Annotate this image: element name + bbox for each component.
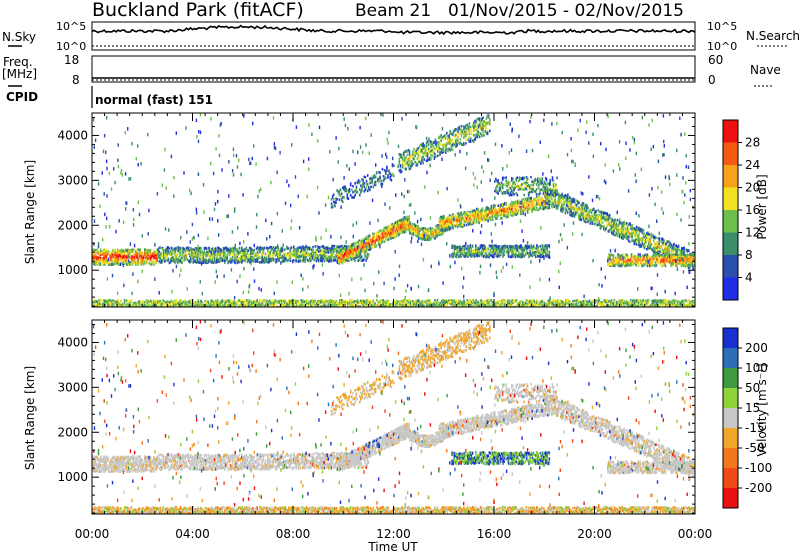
noise-search-label: N.Search xyxy=(746,29,800,43)
colorbar-swatch xyxy=(723,468,738,489)
cpid-label: CPID xyxy=(6,90,38,104)
period-label: 01/Nov/2015 - 02/Nov/2015 xyxy=(448,1,684,21)
colorbar-swatch xyxy=(723,388,738,409)
y-tick-label: 2000 xyxy=(57,425,88,439)
colorbar-tick-label: -200 xyxy=(745,481,772,495)
power-axis: 1000 2000 3000 4000 xyxy=(57,113,696,307)
y-tick-label: 3000 xyxy=(57,380,88,394)
time-axis-title: Time UT xyxy=(367,540,418,554)
colorbar-swatch xyxy=(723,348,738,369)
x-tick-label: 16:00 xyxy=(477,527,512,541)
colorbar-tick-label: -50 xyxy=(745,441,765,455)
power-ylabel: Slant Range [km] xyxy=(23,160,37,264)
velocity-ylabel: Slant Range [km] xyxy=(23,366,37,470)
colorbar-swatch xyxy=(723,408,738,429)
colorbar-tick-label: -100 xyxy=(745,461,772,475)
y-tick-label: 4000 xyxy=(57,335,88,349)
x-tick-label: 00:00 xyxy=(678,527,713,541)
time-axis-labels: 00:00 04:00 08:00 12:00 16:00 20:00 00:00 xyxy=(75,527,713,541)
noise-left-tick-top: 10^5 xyxy=(56,20,86,33)
colorbar-tick-label: 12 xyxy=(745,226,760,240)
colorbar-tick-label: -15 xyxy=(745,421,765,435)
power-panel: 1000 2000 3000 4000 Slant Range [km] xyxy=(23,112,696,308)
colorbar-swatch xyxy=(723,428,738,449)
colorbar-swatch xyxy=(723,328,738,349)
y-tick-label: 1000 xyxy=(57,470,88,484)
colorbar-swatch xyxy=(723,210,738,233)
freq-label-line1: Freq. xyxy=(3,55,33,69)
colorbar-tick-label: 15 xyxy=(745,401,760,415)
noise-left-tick-bottom: 10^0 xyxy=(56,40,86,53)
nave-label: Nave xyxy=(750,63,781,77)
power-colorbar: 28 24 20 16 12 8 4 xyxy=(722,119,760,301)
colorbar-swatch xyxy=(723,448,738,469)
velocity-colorbar: 200 100 50 15 -15 -50 -100 -200 xyxy=(722,327,772,509)
velocity-data xyxy=(92,320,695,514)
colorbar-tick-label: 24 xyxy=(745,158,760,172)
noise-right-tick-bottom: 10^0 xyxy=(707,40,737,53)
x-tick-label: 04:00 xyxy=(175,527,210,541)
colorbar-swatch xyxy=(723,368,738,389)
power-colorbar-label: Power [dB] xyxy=(755,174,769,239)
colorbar-tick-label: 28 xyxy=(745,136,760,150)
colorbar-tick-label: 100 xyxy=(745,361,768,375)
cpid-program: normal (fast) 151 xyxy=(95,93,213,107)
colorbar-tick-label: 20 xyxy=(745,181,760,195)
nave-tick-top: 60 xyxy=(708,53,723,67)
colorbar-swatch xyxy=(723,232,738,256)
x-tick-label: 12:00 xyxy=(376,527,411,541)
noise-right-tick-top: 10^5 xyxy=(707,20,737,33)
colorbar-swatch xyxy=(723,187,738,211)
y-tick-label: 1000 xyxy=(57,263,88,277)
velocity-panel: 1000 2000 3000 4000 Slant Range [km] xyxy=(23,319,696,515)
colorbar-swatch xyxy=(723,255,738,278)
x-tick-label: 08:00 xyxy=(276,527,311,541)
colorbar-swatch xyxy=(723,277,738,301)
freq-tick-top: 18 xyxy=(64,53,79,67)
colorbar-swatch xyxy=(723,165,738,188)
y-tick-label: 3000 xyxy=(57,173,88,187)
freq-panel: Freq. [MHz] 18 8 60 0 Nave xyxy=(2,53,781,87)
y-tick-label: 4000 xyxy=(57,128,88,142)
velocity-axis: 1000 2000 3000 4000 xyxy=(57,320,696,514)
noise-sky-trace xyxy=(91,24,696,36)
colorbar-swatch xyxy=(723,120,738,143)
freq-tick-bottom: 8 xyxy=(72,73,80,87)
beam-label: Beam 21 xyxy=(355,1,431,21)
power-data xyxy=(92,113,695,307)
colorbar-tick-label: 4 xyxy=(745,271,753,285)
x-tick-label: 20:00 xyxy=(577,527,612,541)
noise-panel: N.Sky 10^5 10^0 10^5 10^0 N.Search xyxy=(2,20,800,53)
freq-label-line2: [MHz] xyxy=(2,67,37,81)
colorbar-tick-label: 8 xyxy=(745,248,753,262)
cpid-panel: CPID normal (fast) 151 xyxy=(6,86,213,108)
colorbar-tick-label: 16 xyxy=(745,203,760,217)
colorbar-tick-label: 50 xyxy=(745,381,760,395)
nave-tick-bottom: 0 xyxy=(708,73,716,87)
colorbar-tick-label: 200 xyxy=(745,341,768,355)
y-tick-label: 2000 xyxy=(57,218,88,232)
station-title: Buckland Park (fitACF) xyxy=(92,0,304,21)
noise-sky-label: N.Sky xyxy=(2,30,36,44)
colorbar-swatch xyxy=(723,488,738,509)
velocity-colorbar-label: Velocity [m s⁻¹] xyxy=(755,363,769,456)
colorbar-swatch xyxy=(723,142,738,166)
x-tick-label: 00:00 xyxy=(75,527,110,541)
